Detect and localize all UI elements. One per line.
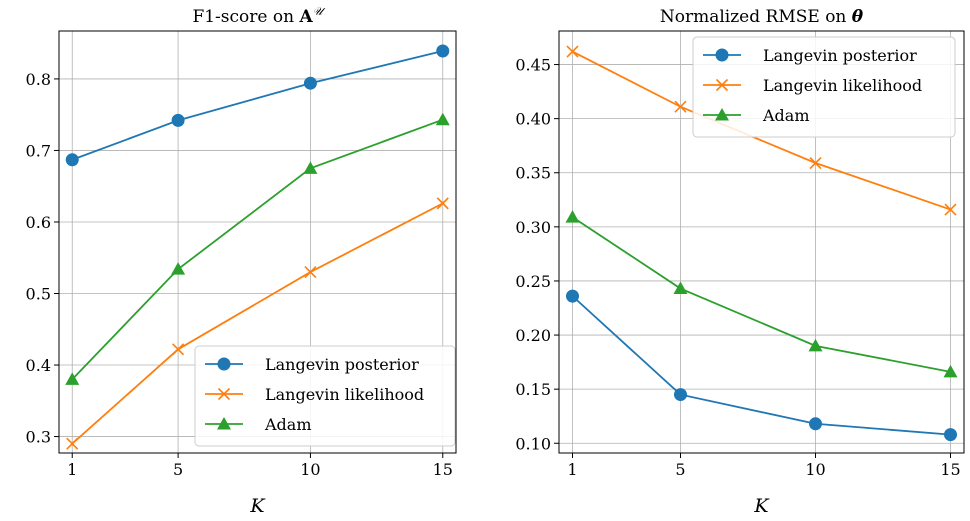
data-point-s3-1 [565,210,580,223]
data-point-s2-2 [674,100,687,113]
title-symbol: A [298,7,313,27]
data-point-s1-1 [566,289,579,303]
y-tick-label: 0.8 [26,70,51,89]
series-line-3 [572,216,951,373]
data-point-s1-3 [809,417,822,431]
data-point-s3-3 [808,338,823,352]
legend-label-1: Langevin posterior [265,355,419,374]
data-point-s2-1 [566,45,579,58]
legend-marker-2 [217,387,231,401]
data-point-s2-1 [66,437,79,450]
legend-marker-3 [217,417,231,430]
title-text: Normalized RMSE on [660,7,852,27]
x-axis-label: K [249,495,266,517]
data-point-s2-3 [809,156,822,170]
legend: Langevin posterior Langevin likelihood Ada… [692,36,956,138]
plot-frame [58,30,457,454]
y-tick-label: 0.15 [515,380,551,399]
x-tick-label: 15 [433,460,453,479]
y-tick-label: 0.5 [26,284,51,303]
legend-marker-2 [715,78,729,92]
data-point-s1-2 [674,388,687,402]
data-point-s1-4 [944,428,957,442]
y-tick-label: 0.4 [26,356,51,375]
plot-frame [558,30,965,454]
data-point-s3-4 [943,364,958,378]
x-tick-label: 10 [805,460,825,479]
data-point-s2-2 [172,343,185,356]
series-line-3 [71,118,444,380]
legend-label-2: Langevin likelihood [763,76,922,95]
legend-label-2: Langevin likelihood [265,385,424,404]
data-point-s3-4 [435,112,450,126]
y-tick-label: 0.40 [515,110,551,129]
data-point-s3-2 [171,262,186,275]
x-tick-label: 1 [567,460,577,479]
data-point-s1-1 [65,153,79,167]
x-tick-label: 1 [67,460,77,479]
y-tick-label: 0.3 [26,428,51,447]
chart-panel-2: 1 5 10 150.100.150.200.250.300.350.400.45KN… [515,7,965,517]
data-point-s1-4 [436,44,450,58]
y-tick-label: 0.7 [26,141,51,160]
chart-title: Normalized RMSE on θ [660,7,864,27]
x-tick-label: 15 [940,460,960,479]
legend-label-1: Langevin posterior [763,46,917,65]
y-tick-label: 0.30 [515,218,551,237]
series-line-1 [71,50,443,161]
x-tick-label: 5 [173,460,183,479]
series-line-2 [71,202,444,445]
data-point-s3-1 [65,372,80,385]
x-tick-label: 10 [300,460,320,479]
y-tick-label: 0.20 [515,326,551,345]
y-tick-label: 0.10 [515,434,551,453]
chart-title: F1-score on A𝒰 [192,5,325,27]
data-point-s2-4 [436,197,449,210]
legend-marker-1 [217,357,231,371]
x-axis-label: K [753,495,770,517]
legend-box [692,36,956,138]
title-text: F1-score on [192,7,299,27]
x-tick-label: 5 [675,460,685,479]
title-symbol: θ [852,7,864,27]
series-line-1 [571,295,951,436]
legend-marker-3 [715,108,729,121]
y-tick-label: 0.25 [515,272,551,291]
data-point-s3-2 [673,281,688,295]
title-superscript: 𝒰 [313,5,326,18]
y-tick-label: 0.6 [26,213,51,232]
data-point-s2-4 [944,203,957,216]
legend-label-3: Adam [762,106,810,125]
legend-label-3: Adam [264,415,312,434]
legend-marker-1 [715,48,729,62]
data-point-s3-3 [303,161,318,174]
data-point-s1-3 [303,76,317,90]
legend: Langevin posterior Langevin likelihood Ada… [194,345,456,447]
legend-box [194,345,456,447]
y-tick-label: 0.35 [515,164,551,183]
data-point-s2-3 [304,265,317,279]
data-point-s1-2 [171,113,185,127]
y-tick-label: 0.45 [515,56,551,75]
